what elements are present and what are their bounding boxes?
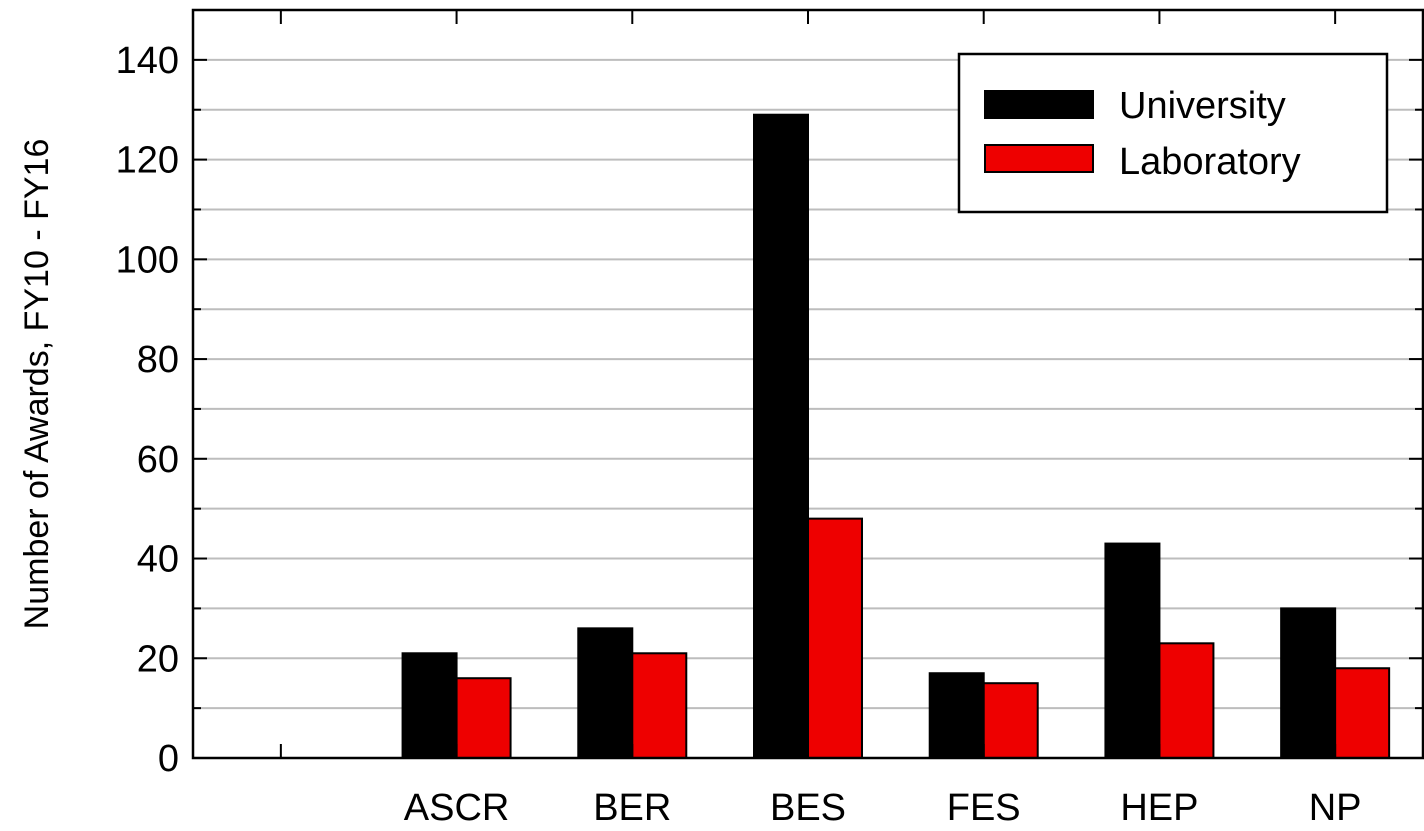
bar-university-bes: [753, 113, 809, 760]
x-tick-label: NP: [1309, 787, 1362, 829]
y-tick-label: 60: [137, 439, 179, 481]
y-tick-label: 140: [116, 40, 179, 82]
bar-university-np: [1280, 607, 1337, 760]
y-tick-label: 100: [116, 239, 179, 281]
legend-label-university: University: [1119, 85, 1286, 127]
bar-laboratory-ascr: [455, 677, 512, 759]
x-tick-label: BES: [770, 787, 846, 829]
y-tick-label: 0: [158, 738, 179, 780]
bar-university-ascr: [401, 652, 458, 760]
legend-swatch-university: [984, 90, 1094, 119]
legend-box: [957, 52, 1389, 214]
y-tick-label: 20: [137, 638, 179, 680]
bar-laboratory-np: [1334, 667, 1391, 759]
y-axis-title: Number of Awards, FY10 - FY16: [18, 139, 56, 630]
x-tick-label: BER: [593, 787, 671, 829]
y-tick-label: 40: [137, 539, 179, 581]
x-tick-label: ASCR: [404, 787, 510, 829]
bar-laboratory-ber: [631, 652, 688, 760]
bar-laboratory-fes: [982, 682, 1039, 760]
y-tick-label: 120: [116, 140, 179, 182]
bar-laboratory-hep: [1158, 642, 1215, 759]
bar-university-fes: [928, 672, 985, 760]
legend-swatch-laboratory: [984, 144, 1094, 173]
y-tick-label: 80: [137, 339, 179, 381]
legend-label-laboratory: Laboratory: [1119, 141, 1301, 183]
plot-frame: [191, 8, 1424, 760]
bar-university-ber: [577, 627, 634, 760]
x-tick-label: FES: [947, 787, 1021, 829]
bar-university-hep: [1104, 542, 1161, 759]
bars: [401, 113, 1391, 760]
axis-ticks: [193, 9, 1423, 759]
bar-laboratory-bes: [807, 517, 863, 760]
x-tick-label: HEP: [1120, 787, 1198, 829]
tick-labels: 0 20 40 60 80 100 120 140 ASCR BER BES FES HEP NP: [116, 40, 1362, 829]
legend: University Laboratory: [957, 52, 1389, 214]
